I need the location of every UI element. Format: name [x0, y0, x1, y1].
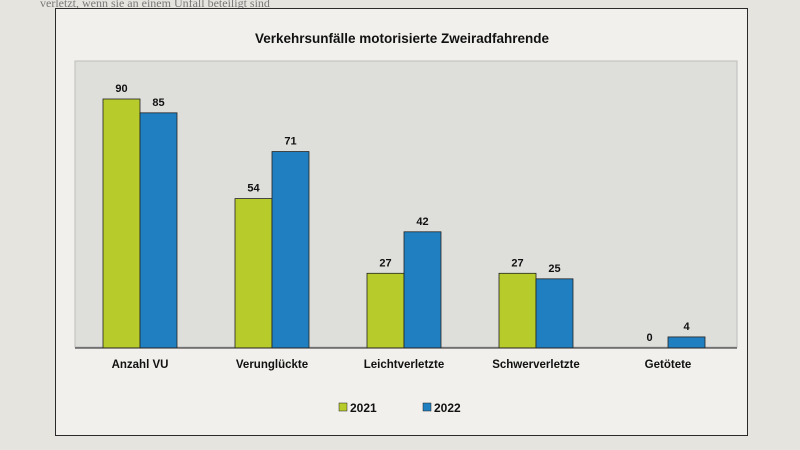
x-axis-ticks: Anzahl VU Verunglückte Leichtverletzte Schw…	[112, 359, 692, 371]
chart-title: Verkehrsunfälle motorisierte Zweiradfahr…	[255, 31, 550, 46]
bar-getoetete-2022	[667, 336, 706, 349]
bar-schwerverletzte-2021	[498, 272, 537, 349]
data-label-anzahl-vu-2022: 85	[152, 97, 164, 109]
data-label-getoetete-2022: 4	[683, 321, 690, 333]
x-tick-anzahl-vu: Anzahl VU	[112, 359, 169, 371]
legend-label-2022: 2022	[434, 401, 461, 415]
bar-verunglueckte-2021	[234, 198, 273, 349]
data-label-verunglueckte-2022: 71	[284, 136, 296, 148]
bars-layer: 90 85 54 71 27 42 27 25 0 4	[102, 83, 706, 349]
bar-schwerverletzte-2022	[535, 278, 574, 349]
data-label-getoetete-2021: 0	[646, 332, 652, 344]
data-label-schwerverletzte-2022: 25	[548, 263, 560, 275]
data-label-anzahl-vu-2021: 90	[115, 83, 127, 95]
bar-leichtverletzte-2022	[403, 231, 442, 349]
bar-anzahl-vu-2022	[139, 112, 178, 349]
bar-leichtverletzte-2021	[366, 272, 405, 349]
page-text-above: verletzt, wenn sie an einem Unfall betei…	[40, 0, 270, 10]
bar-chart: Verkehrsunfälle motorisierte Zweiradfahr…	[74, 31, 738, 415]
legend-label-2021: 2021	[350, 401, 377, 415]
data-label-leichtverletzte-2022: 42	[416, 216, 428, 228]
legend-swatch-2021	[338, 402, 348, 412]
x-tick-verunglueckte: Verunglückte	[236, 359, 308, 371]
data-label-schwerverletzte-2021: 27	[511, 257, 523, 269]
bar-verunglueckte-2022	[271, 151, 310, 349]
legend: 2021 2022	[338, 401, 461, 415]
x-tick-schwerverletzte: Schwerverletzte	[492, 359, 580, 371]
x-tick-getoetete: Getötete	[645, 359, 692, 371]
chart-container: Verkehrsunfälle motorisierte Zweiradfahr…	[55, 8, 748, 436]
legend-swatch-2022	[422, 402, 432, 412]
data-label-leichtverletzte-2021: 27	[379, 257, 391, 269]
data-label-verunglueckte-2021: 54	[247, 183, 260, 195]
x-tick-leichtverletzte: Leichtverletzte	[364, 359, 445, 371]
bar-anzahl-vu-2021	[102, 98, 141, 349]
